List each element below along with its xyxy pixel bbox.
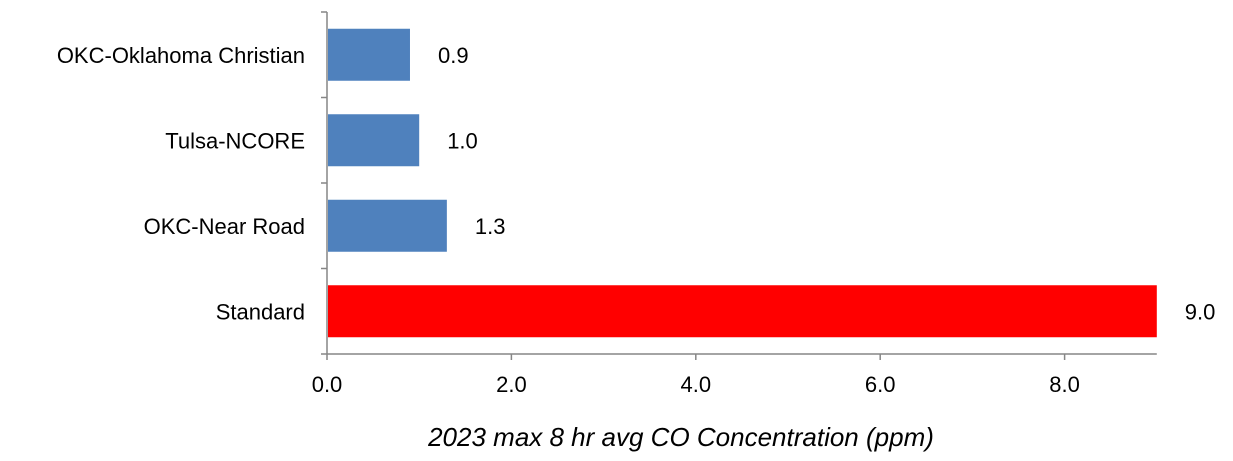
x-tick-label: 2.0 — [496, 372, 527, 397]
x-tick-label: 8.0 — [1049, 372, 1080, 397]
x-axis-title: 2023 max 8 hr avg CO Concentration (ppm) — [427, 422, 934, 452]
labels-layer: OKC-Oklahoma Christian 0.9 Tulsa-NCORE 1.0 O… — [57, 43, 1216, 397]
x-tick-label: 0.0 — [312, 372, 343, 397]
category-label-standard: Standard — [216, 299, 305, 324]
x-tick-label: 6.0 — [865, 372, 896, 397]
bar-standard — [328, 285, 1157, 338]
category-label-okc-oklahoma-christian: OKC-Oklahoma Christian — [57, 43, 305, 68]
bars-layer — [328, 28, 1157, 338]
category-label-okc-near-road: OKC-Near Road — [144, 214, 305, 239]
axes-layer — [321, 11, 1157, 360]
value-label-okc-near-road: 1.3 — [475, 214, 506, 239]
bar-okc-oklahoma-christian — [328, 28, 410, 81]
x-tick-label: 4.0 — [681, 372, 712, 397]
bar-okc-near-road — [328, 199, 447, 252]
value-label-standard: 9.0 — [1185, 299, 1216, 324]
category-label-tulsa-ncore: Tulsa-NCORE — [165, 128, 305, 153]
value-label-tulsa-ncore: 1.0 — [447, 128, 478, 153]
bar-tulsa-ncore — [328, 114, 420, 167]
value-label-okc-oklahoma-christian: 0.9 — [438, 43, 469, 68]
